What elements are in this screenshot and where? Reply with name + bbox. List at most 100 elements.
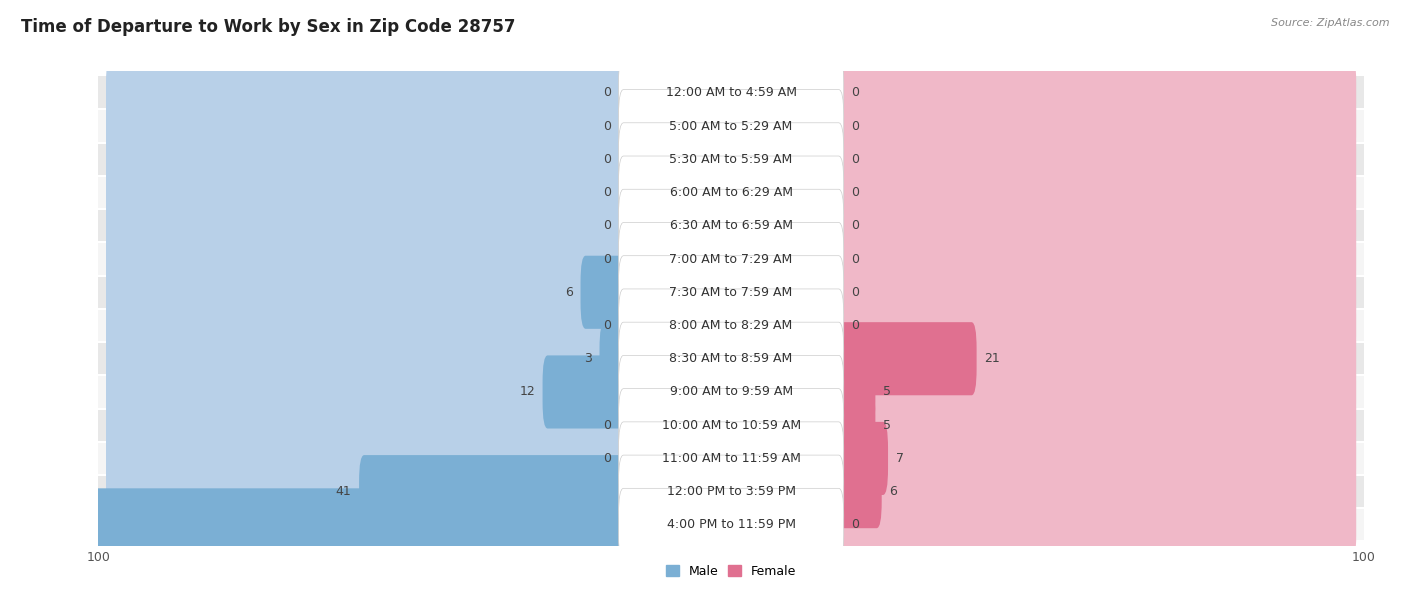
FancyBboxPatch shape [834,355,876,428]
Text: 21: 21 [984,352,1000,365]
Text: 5: 5 [883,419,891,432]
Text: 12: 12 [519,386,534,399]
Bar [66,342,1395,375]
FancyBboxPatch shape [834,56,1357,129]
Bar [66,409,1395,442]
FancyBboxPatch shape [105,355,628,428]
Text: 4:00 PM to 11:59 PM: 4:00 PM to 11:59 PM [666,519,796,532]
FancyBboxPatch shape [105,156,628,229]
Bar [66,176,1395,209]
FancyBboxPatch shape [105,189,628,263]
FancyBboxPatch shape [105,223,628,296]
Text: 0: 0 [603,452,610,465]
FancyBboxPatch shape [619,355,844,428]
FancyBboxPatch shape [619,322,844,395]
Text: 0: 0 [603,119,610,132]
FancyBboxPatch shape [359,455,628,528]
FancyBboxPatch shape [105,90,628,163]
Bar [66,143,1395,176]
FancyBboxPatch shape [619,223,844,296]
FancyBboxPatch shape [834,355,1357,428]
FancyBboxPatch shape [619,422,844,495]
FancyBboxPatch shape [834,189,1357,263]
FancyBboxPatch shape [834,90,1357,163]
FancyBboxPatch shape [543,355,628,428]
Text: 0: 0 [851,153,859,166]
FancyBboxPatch shape [105,422,628,495]
Bar [66,309,1395,342]
Text: 8:00 AM to 8:29 AM: 8:00 AM to 8:29 AM [669,319,793,332]
Text: 0: 0 [603,319,610,332]
FancyBboxPatch shape [619,189,844,263]
FancyBboxPatch shape [105,123,628,196]
Text: 11:00 AM to 11:59 AM: 11:00 AM to 11:59 AM [662,452,800,465]
FancyBboxPatch shape [619,289,844,362]
Text: 9:00 AM to 9:59 AM: 9:00 AM to 9:59 AM [669,386,793,399]
FancyBboxPatch shape [619,156,844,229]
Text: Source: ZipAtlas.com: Source: ZipAtlas.com [1271,18,1389,28]
Text: 0: 0 [851,186,859,199]
FancyBboxPatch shape [619,388,844,462]
Text: 12:00 PM to 3:59 PM: 12:00 PM to 3:59 PM [666,485,796,498]
Text: 0: 0 [851,252,859,266]
FancyBboxPatch shape [105,488,628,561]
FancyBboxPatch shape [105,255,628,329]
Text: 7:00 AM to 7:29 AM: 7:00 AM to 7:29 AM [669,252,793,266]
FancyBboxPatch shape [834,422,1357,495]
Text: Time of Departure to Work by Sex in Zip Code 28757: Time of Departure to Work by Sex in Zip … [21,18,516,36]
Text: 0: 0 [851,219,859,232]
Legend: Male, Female: Male, Female [661,560,801,583]
FancyBboxPatch shape [619,455,844,528]
Text: 0: 0 [603,153,610,166]
FancyBboxPatch shape [834,455,1357,528]
Text: 0: 0 [603,219,610,232]
FancyBboxPatch shape [619,255,844,329]
FancyBboxPatch shape [834,488,1357,561]
Text: 0: 0 [851,119,859,132]
FancyBboxPatch shape [834,123,1357,196]
FancyBboxPatch shape [834,455,882,528]
FancyBboxPatch shape [619,56,844,129]
Bar [66,508,1395,542]
FancyBboxPatch shape [105,388,628,462]
FancyBboxPatch shape [105,455,628,528]
FancyBboxPatch shape [619,488,844,561]
Text: 0: 0 [851,286,859,299]
Bar [66,375,1395,409]
Bar [66,242,1395,276]
FancyBboxPatch shape [4,488,628,561]
Bar [66,475,1395,508]
Text: 5: 5 [883,386,891,399]
FancyBboxPatch shape [834,322,977,395]
FancyBboxPatch shape [581,255,628,329]
FancyBboxPatch shape [834,422,889,495]
Text: 6: 6 [565,286,574,299]
FancyBboxPatch shape [834,388,1357,462]
Text: 10:00 AM to 10:59 AM: 10:00 AM to 10:59 AM [662,419,800,432]
Bar [66,209,1395,242]
Text: 0: 0 [851,86,859,99]
Text: 6: 6 [889,485,897,498]
Text: 12:00 AM to 4:59 AM: 12:00 AM to 4:59 AM [665,86,797,99]
FancyBboxPatch shape [599,322,628,395]
Text: 6:00 AM to 6:29 AM: 6:00 AM to 6:29 AM [669,186,793,199]
FancyBboxPatch shape [834,156,1357,229]
Text: 5:00 AM to 5:29 AM: 5:00 AM to 5:29 AM [669,119,793,132]
Bar [66,442,1395,475]
FancyBboxPatch shape [105,289,628,362]
FancyBboxPatch shape [834,223,1357,296]
FancyBboxPatch shape [105,56,628,129]
Text: 0: 0 [851,319,859,332]
FancyBboxPatch shape [105,322,628,395]
Text: 8:30 AM to 8:59 AM: 8:30 AM to 8:59 AM [669,352,793,365]
Bar [66,76,1395,109]
Text: 7:30 AM to 7:59 AM: 7:30 AM to 7:59 AM [669,286,793,299]
Text: 0: 0 [603,186,610,199]
Text: 0: 0 [603,419,610,432]
FancyBboxPatch shape [834,255,1357,329]
FancyBboxPatch shape [834,289,1357,362]
Text: 5:30 AM to 5:59 AM: 5:30 AM to 5:59 AM [669,153,793,166]
FancyBboxPatch shape [619,123,844,196]
Text: 3: 3 [583,352,592,365]
FancyBboxPatch shape [834,388,876,462]
